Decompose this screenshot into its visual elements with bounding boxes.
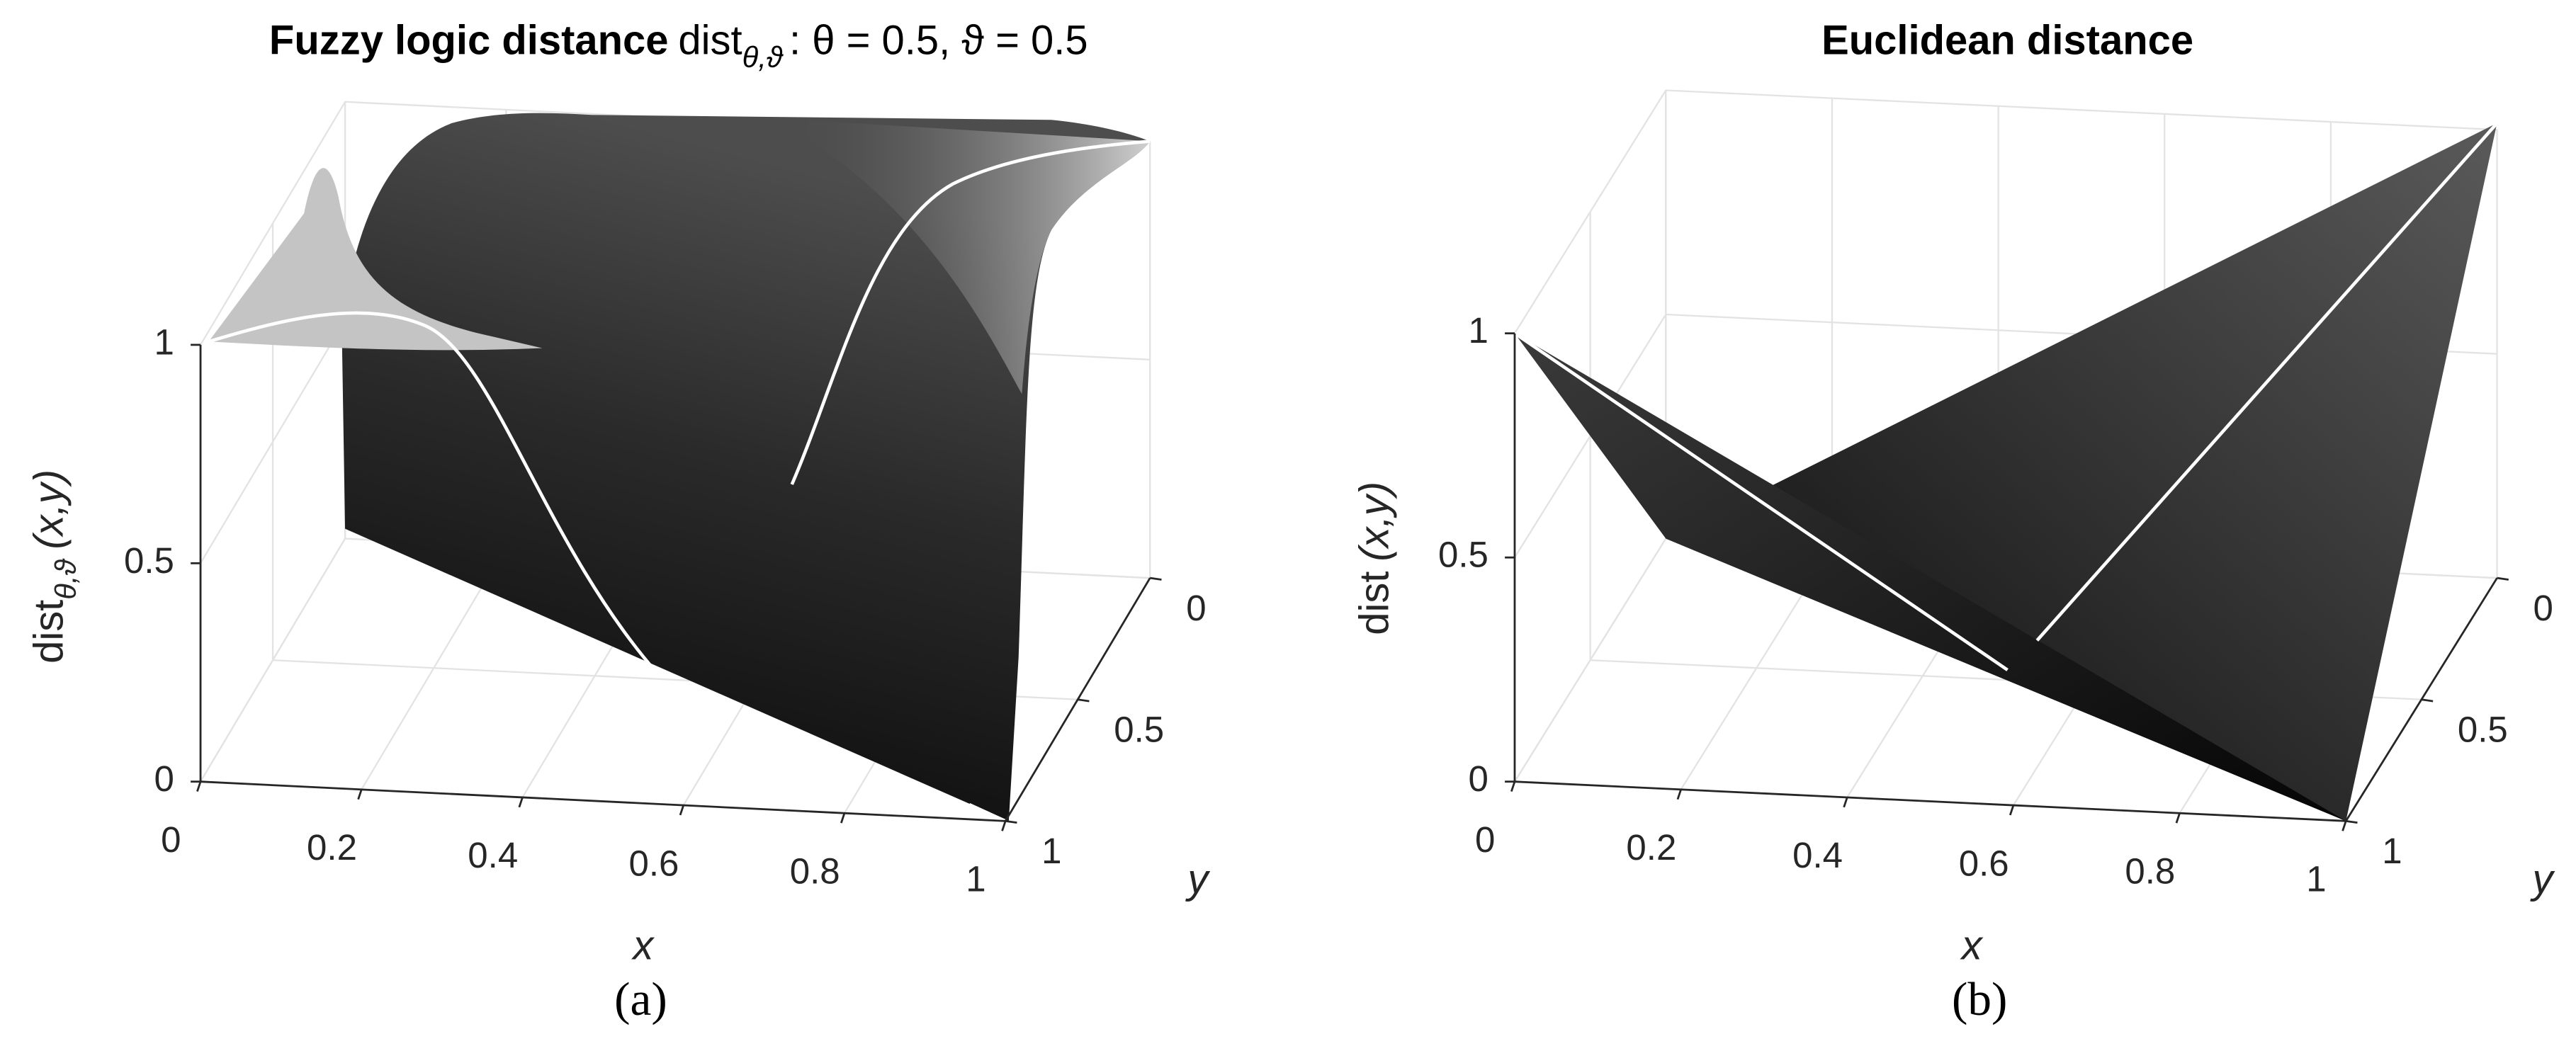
z-label-suffix: (x,y) [26, 470, 72, 550]
z-tick-label: 0 [1469, 758, 1488, 799]
surface [1514, 333, 2346, 822]
panel-label: (a) [614, 972, 667, 1025]
x-tick [2175, 812, 2181, 824]
chart-title: Euclidean distance [1821, 18, 2193, 64]
y-tick-label: 0 [1186, 588, 1206, 628]
x-tick [1510, 781, 1516, 792]
z-tick-label: 1 [1469, 310, 1488, 351]
title-main: Fuzzy logic distance [269, 18, 669, 64]
title-suffix: : θ = 0.5, ϑ = 0.5 [789, 18, 1088, 64]
y-tick [2421, 698, 2434, 703]
y-tick-label: 0.5 [2458, 710, 2508, 750]
y-tick [2346, 819, 2358, 824]
x-axis [200, 780, 1006, 822]
z-axis-label: distθ,ϑ (x,y) [26, 470, 82, 664]
y-tick [1005, 819, 1017, 824]
surface-highlight [772, 118, 1151, 394]
grid-line [1680, 98, 1834, 790]
chart-title: Fuzzy logic distance distθ,ϑ: θ = 0.5, ϑ … [269, 18, 1088, 74]
title-formula: dist [678, 18, 742, 64]
x-tick [357, 789, 363, 800]
z-tick-label: 0 [154, 758, 174, 799]
x-tick [1001, 820, 1007, 831]
x-axis-label: x [1960, 923, 1984, 969]
panel-label: (b) [1952, 972, 2007, 1025]
surface [1666, 123, 2497, 822]
z-label-main: dist [1352, 572, 1397, 635]
x-tick-label: 0 [1475, 819, 1495, 860]
z-tick-label: 1 [154, 322, 174, 362]
y-tick [2497, 576, 2509, 581]
z-axis-label: dist (x,y) [1352, 482, 1397, 635]
x-tick [679, 805, 685, 816]
axes: 0 0.2 0.4 0.6 0.8 1 0 0.5 1 0 0.5 1 x y [1438, 310, 2555, 968]
x-tick-label: 1 [2306, 859, 2326, 899]
x-tick [196, 781, 202, 792]
x-axis [1514, 780, 2346, 822]
x-tick-label: 0.8 [790, 851, 840, 891]
y-tick-label: 0.5 [1114, 710, 1164, 750]
surface-a [208, 113, 1151, 823]
x-tick-label: 0 [161, 819, 181, 860]
surface-contour [1513, 122, 2499, 671]
x-tick-label: 0.2 [307, 827, 357, 868]
z-label-suffix: (x,y) [1352, 482, 1397, 562]
x-tick [2009, 805, 2015, 816]
surface-fin [208, 168, 543, 351]
surface-b [1513, 122, 2499, 822]
x-tick-label: 0.2 [1626, 827, 1676, 868]
x-tick-label: 0.4 [1792, 835, 1843, 875]
surface [341, 113, 1151, 822]
y-tick-label: 1 [2382, 831, 2402, 871]
x-tick-label: 0.6 [1959, 843, 2009, 883]
x-tick [840, 812, 846, 824]
x-tick [518, 797, 524, 808]
x-tick-label: 0.6 [629, 843, 679, 883]
z-tick-label: 0.5 [124, 540, 174, 581]
title-main: Euclidean distance [1821, 18, 2193, 64]
surface-contour [208, 140, 1151, 823]
x-tick-label: 1 [966, 859, 985, 899]
grid-line [1513, 89, 2497, 334]
x-tick-label: 0.4 [468, 835, 518, 875]
z-tick-label: 0.5 [1438, 535, 1488, 575]
x-tick-label: 0.8 [2125, 851, 2175, 891]
x-tick [2341, 820, 2347, 831]
y-tick [1078, 698, 1090, 703]
y-axis-label: y [1185, 857, 1210, 902]
axes: 0 0.2 0.4 0.6 0.8 1 0 0.5 1 0 0.5 1 x y [124, 322, 1210, 968]
y-tick [1150, 576, 1162, 581]
title-subscript: θ,ϑ [742, 40, 784, 74]
y-axis-label: y [2530, 857, 2555, 902]
x-axis-label: x [631, 923, 655, 969]
z-label-main: dist [26, 600, 72, 664]
x-tick [1676, 789, 1682, 800]
x-tick [1843, 797, 1848, 808]
z-label-subscript: θ,ϑ [49, 558, 82, 599]
y-tick-label: 1 [1041, 831, 1061, 871]
y-tick-label: 0 [2533, 588, 2553, 628]
